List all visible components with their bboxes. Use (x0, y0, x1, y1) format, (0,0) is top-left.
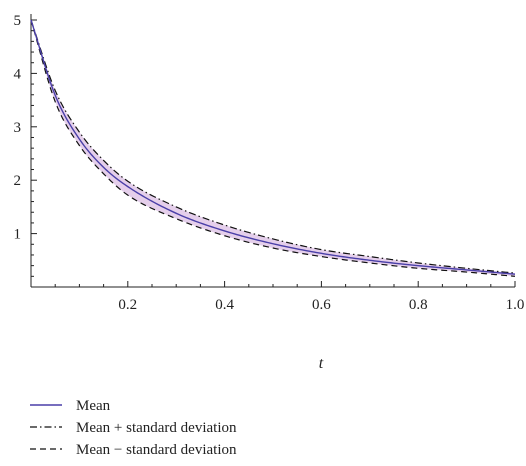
series-line (30, 19, 516, 277)
std-dev-band (31, 20, 515, 277)
series-lines (30, 19, 516, 277)
x-tick-label: 1.0 (506, 297, 525, 313)
y-tick-label: 4 (14, 66, 22, 82)
x-tick-label: 0.4 (215, 297, 234, 313)
legend-label: Mean + standard deviation (76, 420, 237, 436)
std-dev-band-layer (31, 20, 515, 277)
y-tick-label: 1 (14, 227, 22, 243)
x-axis-title: t (319, 355, 324, 372)
x-tick-label: 0.6 (312, 297, 331, 313)
y-tick-label: 2 (14, 173, 22, 189)
series-line (30, 19, 516, 275)
y-tick-label: 5 (14, 13, 22, 29)
x-tick-label: 0.2 (118, 297, 137, 313)
legend-label: Mean − standard deviation (76, 442, 237, 458)
x-tick-label: 0.8 (409, 297, 428, 313)
y-tick-label: 3 (14, 120, 22, 136)
axes (30, 14, 516, 288)
series-line (30, 19, 516, 274)
tick-labels: 0.2 0.4 0.6 0.8 1.0 1 2 3 4 5 (14, 13, 525, 313)
legend: Mean Mean + standard deviation Mean − stan… (30, 398, 237, 458)
legend-label: Mean (76, 398, 111, 414)
